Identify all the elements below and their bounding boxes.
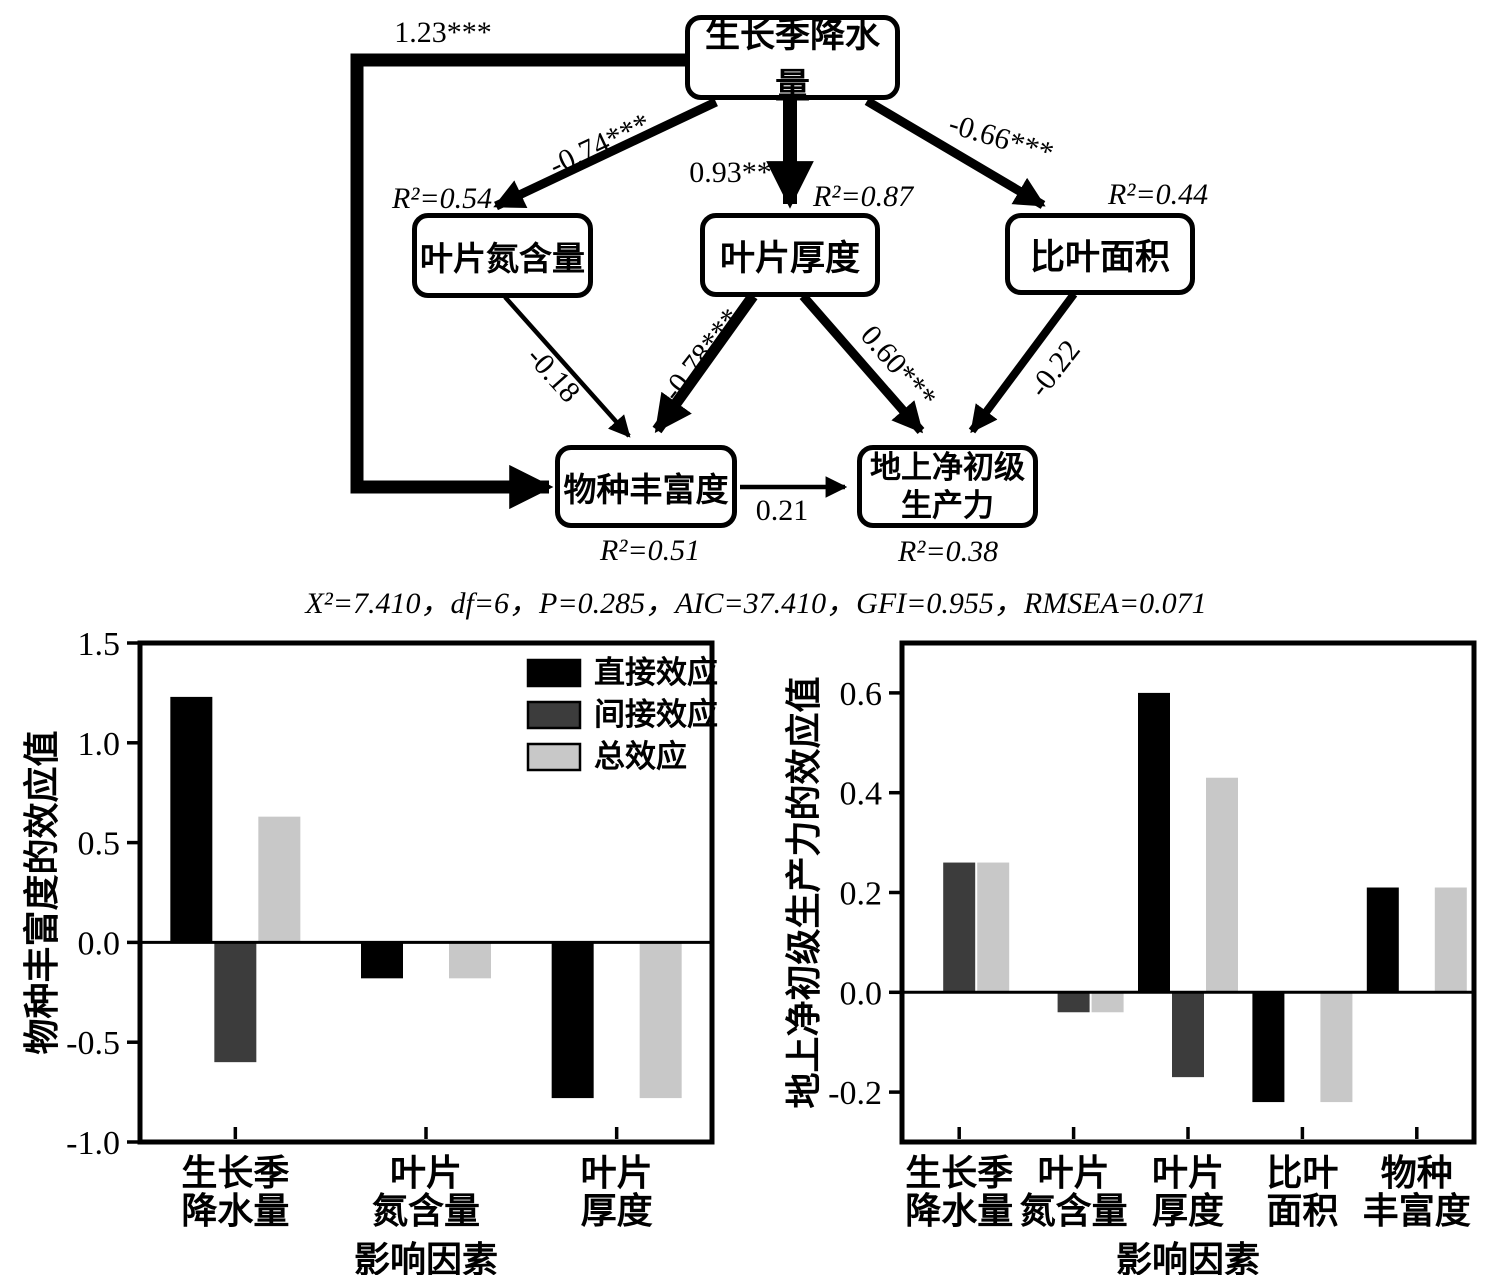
arrow-lt-to-sr [652,292,758,434]
y-tick-label: 0.6 [840,676,883,713]
bar-间接效应-0 [943,862,976,993]
arrow-lt-to-anpp [799,293,925,434]
bar-总效应-1 [1091,992,1124,1013]
x-category-label: 生长季降水量 [905,1153,1013,1231]
plot-border [137,640,715,1145]
bar-间接效应-0 [214,942,257,1063]
legend-swatch-间接效应 [526,700,582,730]
coef-gsp-sr: 1.23*** [394,16,492,49]
bar-总效应-1 [449,942,491,979]
bar-总效应-0 [258,816,301,943]
x-category-label: 叶片氮含量 [372,1153,480,1231]
y-tick-label: -1.0 [66,1125,120,1162]
x-category-label: 叶片氮含量 [1020,1153,1128,1231]
y-tick-label: -0.5 [66,1025,120,1062]
y-tick-label: 1.0 [78,726,121,763]
bar-间接效应-2 [1172,992,1204,1078]
bar-总效应-0 [977,862,1010,993]
r2-anpp: R²=0.38 [898,535,999,568]
x-category-label: 叶片厚度 [1152,1153,1224,1231]
legend-swatch-总效应 [526,742,582,772]
legend-label: 直接效应 [594,655,718,690]
y-tick-label: 0.0 [840,975,883,1012]
bar-总效应-3 [1320,992,1353,1103]
sem-diagram-arrows [350,53,1078,510]
coef-sr-anpp: 0.21 [755,494,809,527]
bar-直接效应-4 [1366,887,1399,993]
bar-间接效应-1 [1057,992,1090,1013]
arrow-sla-to-anpp [968,291,1078,434]
plot-border [899,640,1477,1145]
y-tick-label: 0.5 [78,826,121,863]
node-leaf-nitrogen-content: 叶片氮含量 [412,213,593,298]
bar-直接效应-3 [1252,992,1285,1103]
node-anpp: 地上净初级 生产力 [857,445,1038,528]
r2-leaf-thickness: R²=0.87 [813,180,914,213]
x-category-label: 叶片厚度 [581,1153,653,1231]
node-specific-leaf-area: 比叶面积 [1005,213,1195,295]
bar-总效应-2 [1206,777,1238,993]
bar-总效应-4 [1434,887,1467,993]
legend-label: 间接效应 [594,697,718,732]
arrow-gsp-to-lnc [493,97,718,211]
node-growing-season-precipitation: 生长季降水量 [685,15,900,106]
y-axis-title: 地上净初级生产力的效应值 [784,676,824,1108]
r2-species-richness: R²=0.51 [600,534,701,567]
arrow-gsp-to-sr [350,53,688,510]
arrow-lnc-to-sr [503,295,631,438]
x-axis-title: 影响因素 [1116,1240,1260,1275]
x-category-label: 生长季降水量 [181,1153,289,1231]
bar-直接效应-0 [170,696,213,943]
model-fit-statistics: X²=7.410，df=6，P=0.285，AIC=37.410，GFI=0.9… [305,587,1207,620]
legend-label: 总效应 [594,739,687,774]
y-tick-label: 0.4 [840,776,883,813]
coef-gsp-lt: 0.93*** [689,156,787,189]
x-category-label: 物种丰富度 [1363,1153,1471,1231]
legend-swatch-直接效应 [526,658,582,688]
arrow-gsp-to-sla [864,97,1046,209]
r2-specific-leaf-area: R²=0.44 [1108,178,1209,211]
node-leaf-thickness: 叶片厚度 [700,213,880,297]
node-species-richness: 物种丰富度 [555,445,737,528]
y-axis-title: 物种丰富度的效应值 [21,730,62,1054]
effect-bar-charts: 1.51.00.50.0-0.5-1.0生长季降水量叶片氮含量叶片厚度影响因素物… [21,626,1477,1275]
y-tick-label: 0.0 [78,925,121,962]
r2-leaf-nitrogen: R²=0.54 [392,182,493,215]
y-tick-label: 1.5 [78,626,121,663]
x-axis-title: 影响因素 [354,1240,498,1275]
bar-总效应-2 [639,942,682,1099]
bar-直接效应-1 [361,942,403,979]
x-category-label: 比叶面积 [1266,1153,1338,1231]
bar-直接效应-2 [551,942,594,1099]
bar-直接效应-2 [1138,692,1170,993]
y-tick-label: 0.2 [840,876,883,913]
y-tick-label: -0.2 [828,1075,882,1112]
